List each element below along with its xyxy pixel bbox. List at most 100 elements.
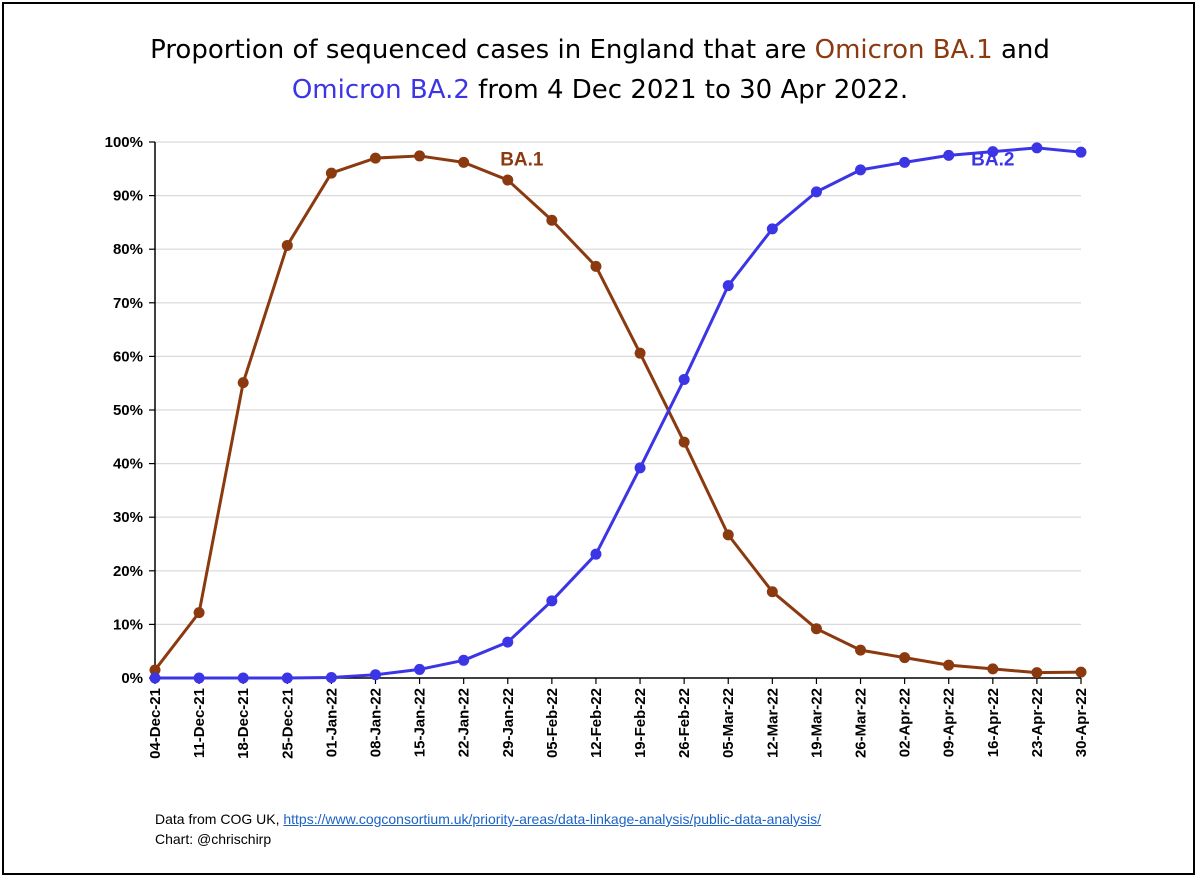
source-prefix: Data from COG UK, xyxy=(155,811,284,827)
point-ba1-13 xyxy=(722,529,734,541)
x-tick-label-4: 01-Jan-22 xyxy=(323,688,340,757)
y-tick-label-40: 40% xyxy=(113,456,143,473)
y-tick-label-90: 90% xyxy=(113,188,143,205)
point-ba1-11 xyxy=(634,347,646,359)
title-line-1: Proportion of sequenced cases in England… xyxy=(0,30,1200,70)
point-ba1-9 xyxy=(546,214,558,226)
point-ba1-6 xyxy=(414,150,426,162)
x-tick-label-21: 30-Apr-22 xyxy=(1073,688,1090,757)
x-tick-label-2: 18-Dec-21 xyxy=(235,688,252,759)
point-ba2-4 xyxy=(325,671,337,683)
series-line-ba2 xyxy=(153,146,1083,680)
x-tick-label-16: 26-Mar-22 xyxy=(853,688,870,758)
y-tick-label-30: 30% xyxy=(113,509,143,526)
point-ba2-16 xyxy=(855,164,867,176)
x-tick-label-5: 08-Jan-22 xyxy=(367,688,384,757)
y-tick-label-20: 20% xyxy=(113,563,143,580)
chart-title: Proportion of sequenced cases in England… xyxy=(0,30,1200,110)
source-line: Data from COG UK, https://www.cogconsort… xyxy=(155,809,821,829)
y-tick-label-10: 10% xyxy=(113,616,143,633)
point-ba2-1 xyxy=(193,672,205,684)
y-tick-label-80: 80% xyxy=(113,241,143,258)
y-tick-label-100: 100% xyxy=(105,134,143,151)
x-tick-label-1: 11-Dec-21 xyxy=(191,688,208,758)
point-ba2-11 xyxy=(634,462,646,474)
point-ba1-18 xyxy=(943,659,955,671)
x-tick-label-13: 05-Mar-22 xyxy=(720,688,737,758)
title-line-2: Omicron BA.2 from 4 Dec 2021 to 30 Apr 2… xyxy=(0,70,1200,110)
x-tick-label-12: 26-Feb-22 xyxy=(676,688,693,758)
x-tick-label-0: 04-Dec-21 xyxy=(147,688,164,759)
point-ba2-3 xyxy=(281,672,293,684)
y-tick-label-70: 70% xyxy=(113,295,143,312)
point-ba1-17 xyxy=(899,652,911,664)
x-tick-label-3: 25-Dec-21 xyxy=(279,688,296,759)
point-ba2-6 xyxy=(414,663,426,675)
x-tick-label-9: 05-Feb-22 xyxy=(544,688,561,758)
y-axis: 0% 10% 20% 30% 40% 50% 60% 70% 80% 90% 100% xyxy=(105,134,156,687)
title-suffix-2: from 4 Dec 2021 to 30 Apr 2022. xyxy=(469,75,909,105)
point-ba1-19 xyxy=(987,663,999,675)
y-tick-label-60: 60% xyxy=(113,348,143,365)
point-ba2-17 xyxy=(899,156,911,168)
point-ba1-20 xyxy=(1031,667,1043,679)
y-tick-label-50: 50% xyxy=(113,402,143,419)
x-tick-label-8: 29-Jan-22 xyxy=(500,688,517,757)
series-labels: BA.1 BA.2 xyxy=(500,149,1014,170)
chart-footer: Data from COG UK, https://www.cogconsort… xyxy=(155,809,821,849)
title-prefix: Proportion of sequenced cases in England… xyxy=(150,35,815,65)
point-ba1-3 xyxy=(281,239,293,251)
credit-line: Chart: @chrischirp xyxy=(155,831,272,847)
point-ba1-16 xyxy=(855,644,867,656)
point-ba2-13 xyxy=(722,280,734,292)
point-ba1-0 xyxy=(149,664,161,676)
point-ba1-1 xyxy=(193,607,205,619)
series-group xyxy=(149,142,1087,684)
x-tick-label-11: 19-Feb-22 xyxy=(632,688,649,758)
point-ba2-9 xyxy=(546,595,558,607)
x-tick-label-20: 23-Apr-22 xyxy=(1029,688,1046,757)
point-ba1-7 xyxy=(458,156,470,168)
point-ba1-10 xyxy=(590,260,602,272)
point-ba2-21 xyxy=(1075,146,1087,158)
point-ba2-7 xyxy=(458,654,470,666)
point-ba2-20 xyxy=(1031,142,1043,154)
x-tick-label-19: 16-Apr-22 xyxy=(985,688,1002,757)
point-ba2-19 xyxy=(987,146,999,158)
x-tick-label-6: 15-Jan-22 xyxy=(412,688,429,757)
point-ba2-8 xyxy=(502,636,514,648)
x-tick-label-15: 19-Mar-22 xyxy=(808,688,825,758)
point-ba1-2 xyxy=(237,377,249,389)
title-suffix-1: and xyxy=(992,35,1050,65)
gridlines xyxy=(155,141,1081,626)
point-ba2-0 xyxy=(149,672,161,684)
point-ba1-21 xyxy=(1075,666,1087,678)
point-ba2-14 xyxy=(766,223,778,235)
point-ba1-12 xyxy=(678,436,690,448)
y-tick-label-0: 0% xyxy=(121,670,143,687)
point-ba2-5 xyxy=(369,669,381,681)
series-line-ba1 xyxy=(153,154,1083,675)
point-ba1-15 xyxy=(810,623,822,635)
point-ba2-10 xyxy=(590,548,602,560)
series-label-ba2: BA.2 xyxy=(971,149,1014,170)
point-ba1-4 xyxy=(325,167,337,179)
series-label-ba1: BA.1 xyxy=(500,149,544,170)
title-ba1: Omicron BA.1 xyxy=(814,35,993,65)
point-ba1-14 xyxy=(766,586,778,598)
x-tick-label-14: 12-Mar-22 xyxy=(764,688,781,758)
x-tick-label-10: 12-Feb-22 xyxy=(588,688,605,758)
x-axis: 04-Dec-21 11-Dec-21 18-Dec-21 25-Dec-21 01-J… xyxy=(147,677,1090,759)
x-tick-label-18: 09-Apr-22 xyxy=(941,688,958,757)
x-tick-label-17: 02-Apr-22 xyxy=(897,688,914,757)
source-link[interactable]: https://www.cogconsortium.uk/priority-ar… xyxy=(283,811,822,827)
point-ba2-12 xyxy=(678,373,690,385)
point-ba1-5 xyxy=(369,152,381,164)
title-ba2: Omicron BA.2 xyxy=(291,75,470,105)
x-tick-label-7: 22-Jan-22 xyxy=(456,688,473,757)
point-ba1-8 xyxy=(502,174,514,186)
point-ba2-2 xyxy=(237,672,249,684)
point-ba2-18 xyxy=(943,149,955,161)
point-ba2-15 xyxy=(810,186,822,198)
